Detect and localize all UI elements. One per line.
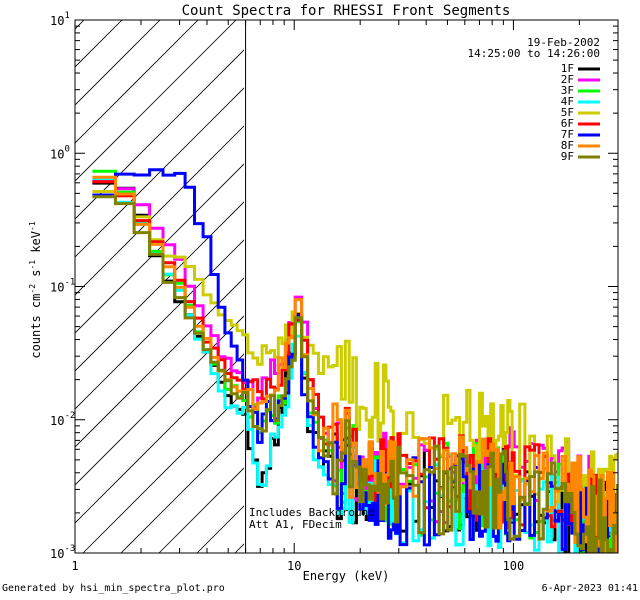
hatch-line	[615, 0, 640, 553]
y-tick-exponent: 1	[64, 11, 69, 21]
legend-label-7F: 7F	[561, 128, 574, 141]
x-tick-labels: 1 10 100	[71, 559, 524, 573]
observation-time-range: 14:25:00 to 14:26:00	[468, 47, 600, 60]
generated-by-text: Generated by hsi_min_spectra_plot.pro	[2, 583, 225, 594]
y-axis-label: counts cm-2 s-1 keV-1	[28, 221, 43, 358]
y-tick-base: 10	[50, 147, 64, 161]
hatch-line	[75, 239, 244, 410]
hatch-line	[75, 49, 244, 220]
hatch-line	[75, 20, 199, 144]
y-tick-label: 10-2	[50, 411, 75, 428]
y-tick-exponent: -3	[64, 544, 75, 554]
legend-label-3F: 3F	[561, 84, 574, 97]
annotation-background: Includes Background	[249, 506, 375, 519]
y-tick-base: 10	[50, 281, 64, 295]
hatch-line	[75, 87, 244, 258]
hatch-line	[75, 315, 244, 486]
series-line-7F	[92, 168, 618, 553]
legend-label-2F: 2F	[561, 73, 574, 86]
y-tick-label: 100	[50, 144, 70, 161]
y-label-exp-1: -2	[28, 284, 37, 294]
x-axis-label: Energy (keV)	[303, 569, 390, 583]
y-tick-base: 10	[50, 14, 64, 28]
x-tick-label: 10	[287, 559, 301, 573]
hatch-line	[75, 125, 244, 296]
y-tick-label: 10-3	[50, 544, 75, 561]
y-tick-exponent: 0	[64, 144, 69, 154]
y-label-exp-3: -1	[28, 221, 37, 231]
annotation-attenuator: Att A1, FDecim	[249, 518, 342, 531]
hatch-line	[75, 20, 237, 182]
y-tick-label: 101	[50, 11, 70, 28]
hatch-line	[75, 20, 161, 106]
y-tick-exponent: -1	[64, 278, 75, 288]
hatch-line	[120, 429, 244, 553]
legend-label-9F: 9F	[561, 150, 574, 163]
hatch-line	[75, 201, 244, 372]
hatch-line	[75, 353, 244, 524]
hatch-line	[82, 391, 244, 553]
series-layer	[92, 168, 618, 553]
legend-label-6F: 6F	[561, 117, 574, 130]
spectra-chart: Count Spectra for RHESSI Front Segments …	[0, 0, 640, 583]
x-tick-label: 1	[71, 559, 78, 573]
y-label-kev: keV	[29, 231, 43, 260]
y-label-exp-2: -1	[28, 260, 37, 270]
series-line-9F	[92, 195, 618, 553]
legend-label-4F: 4F	[561, 95, 574, 108]
y-label-main: counts cm	[29, 294, 43, 359]
y-tick-label: 10-1	[50, 278, 75, 295]
legend-label-8F: 8F	[561, 139, 574, 152]
timestamp-text: 6-Apr-2023 01:41	[541, 583, 638, 594]
legend-label-1F: 1F	[561, 62, 574, 75]
y-tick-base: 10	[50, 414, 64, 428]
hatch-line	[0, 0, 113, 553]
axis-ticks	[74, 20, 619, 554]
y-label-seconds: s	[29, 270, 43, 284]
legend-label-5F: 5F	[561, 106, 574, 119]
observation-date: 19-Feb-2002	[527, 36, 600, 49]
y-tick-base: 10	[50, 547, 64, 561]
chart-title: Count Spectra for RHESSI Front Segments	[182, 3, 511, 19]
x-tick-label: 100	[503, 559, 525, 573]
y-tick-exponent: -2	[64, 411, 75, 421]
hatch-line	[75, 20, 123, 68]
